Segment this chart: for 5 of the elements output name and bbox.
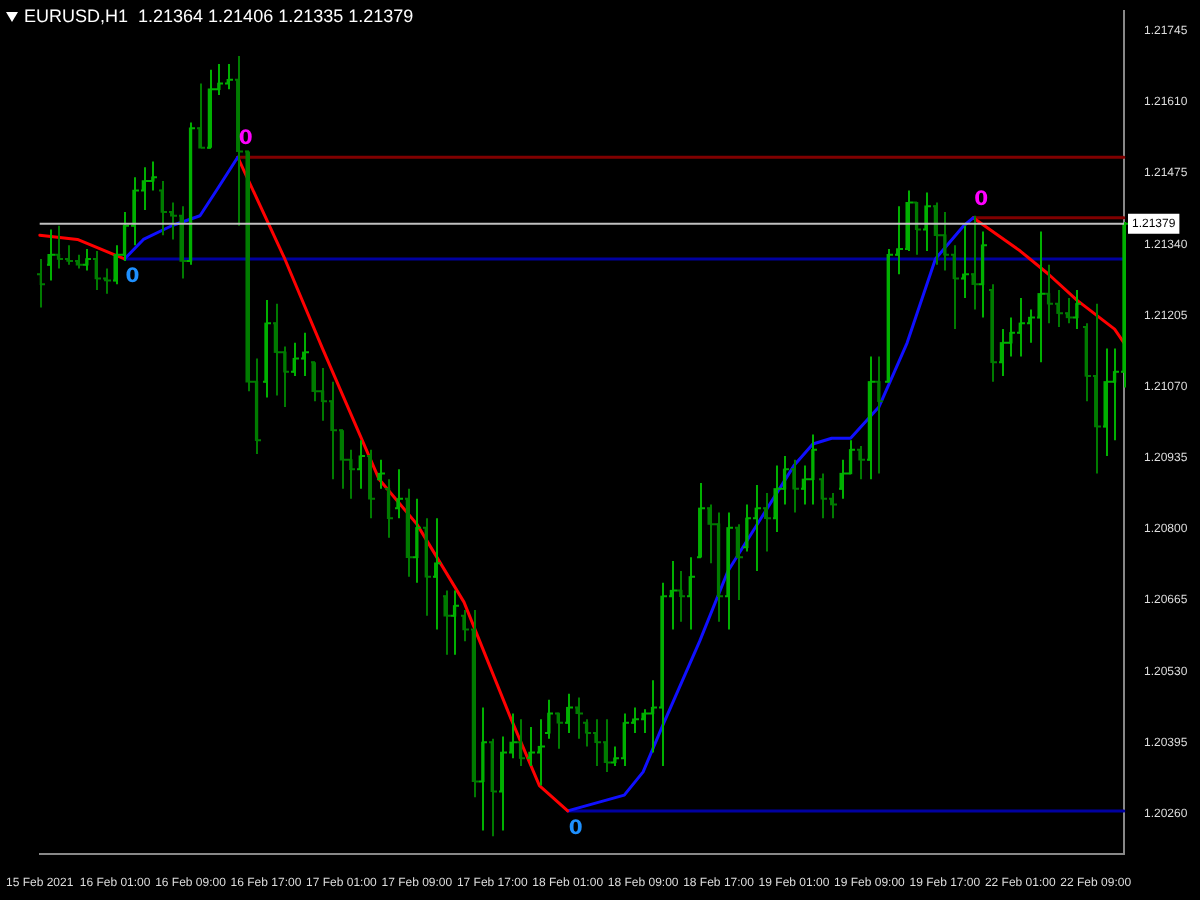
annotation: 0	[974, 189, 989, 212]
annotation: 0	[238, 128, 253, 151]
annotation: 0	[125, 266, 140, 289]
chart-title: EURUSD,H1 1.21364 1.21406 1.21335 1.21379	[24, 6, 414, 26]
annotation: 0	[568, 818, 583, 841]
